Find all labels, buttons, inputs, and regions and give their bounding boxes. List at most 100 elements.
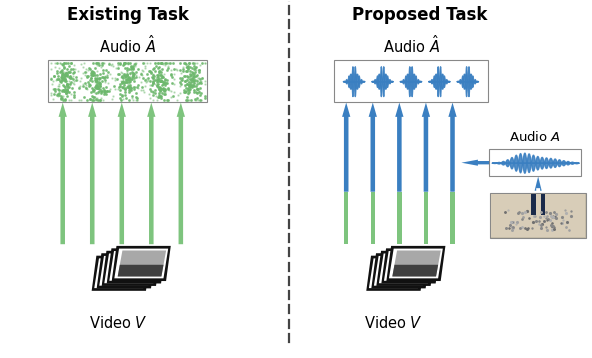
Point: [157, 73, 167, 78]
Point: [117, 97, 126, 103]
Point: [92, 84, 101, 90]
Point: [529, 219, 538, 225]
Point: [125, 86, 134, 91]
Point: [94, 76, 104, 82]
Point: [62, 90, 71, 96]
Point: [127, 85, 137, 91]
Point: [120, 60, 129, 66]
Point: [189, 74, 198, 79]
Point: [534, 218, 543, 224]
Point: [147, 82, 157, 88]
Point: [121, 95, 131, 101]
Point: [46, 67, 56, 72]
Point: [182, 68, 192, 74]
Point: [137, 84, 147, 90]
Point: [151, 68, 160, 73]
Point: [90, 95, 99, 100]
Point: [168, 60, 177, 66]
Point: [54, 66, 64, 71]
Point: [156, 71, 166, 77]
Point: [156, 93, 165, 99]
Point: [96, 88, 105, 93]
Point: [191, 97, 201, 103]
Point: [53, 86, 63, 92]
Point: [71, 74, 81, 80]
Point: [79, 64, 88, 70]
Point: [122, 73, 131, 79]
Point: [54, 82, 63, 87]
Point: [62, 71, 72, 77]
Point: [520, 210, 530, 216]
Point: [56, 60, 65, 66]
Point: [123, 71, 132, 77]
Point: [103, 80, 112, 86]
Point: [150, 61, 160, 66]
Point: [127, 95, 136, 101]
Point: [89, 97, 98, 103]
Point: [142, 72, 152, 77]
Point: [52, 92, 62, 98]
Point: [81, 84, 90, 90]
Point: [152, 74, 162, 80]
Point: [562, 219, 572, 225]
Point: [66, 69, 75, 75]
Point: [68, 71, 78, 76]
Point: [92, 62, 102, 68]
Point: [125, 88, 134, 93]
Point: [549, 224, 559, 230]
Point: [120, 85, 130, 91]
Point: [567, 214, 576, 219]
Point: [149, 66, 158, 72]
Point: [156, 94, 165, 100]
Point: [93, 95, 102, 101]
Polygon shape: [344, 192, 349, 244]
Point: [48, 96, 57, 102]
Point: [121, 77, 131, 82]
Text: Video $V$: Video $V$: [364, 315, 423, 331]
Point: [192, 90, 202, 96]
Point: [137, 72, 147, 78]
Point: [117, 84, 127, 90]
Point: [155, 72, 165, 78]
Point: [116, 97, 126, 103]
Point: [118, 84, 128, 90]
Polygon shape: [382, 270, 428, 281]
Point: [189, 83, 199, 89]
Point: [69, 69, 79, 75]
Point: [195, 86, 205, 91]
Point: [149, 80, 158, 86]
Point: [115, 60, 124, 66]
Point: [184, 97, 193, 103]
Point: [50, 87, 60, 92]
Point: [536, 226, 546, 231]
Point: [99, 70, 108, 76]
Point: [99, 97, 108, 103]
Point: [59, 71, 68, 77]
Point: [56, 60, 65, 66]
Point: [160, 61, 170, 66]
Point: [65, 69, 74, 75]
Point: [102, 88, 111, 94]
Point: [131, 69, 140, 74]
Point: [188, 82, 197, 88]
Point: [153, 72, 163, 78]
Point: [118, 78, 127, 84]
Point: [156, 72, 166, 78]
Point: [534, 222, 543, 227]
Point: [88, 72, 98, 78]
Point: [183, 86, 192, 92]
Point: [197, 75, 207, 81]
Point: [144, 91, 154, 97]
Point: [169, 76, 179, 82]
Point: [95, 81, 104, 87]
Point: [64, 79, 73, 84]
Point: [195, 76, 204, 82]
Point: [556, 220, 565, 226]
Point: [102, 74, 112, 80]
Point: [181, 89, 191, 95]
Polygon shape: [372, 260, 421, 286]
Point: [192, 78, 202, 84]
Point: [59, 87, 68, 93]
Point: [91, 83, 101, 89]
Point: [158, 79, 168, 84]
